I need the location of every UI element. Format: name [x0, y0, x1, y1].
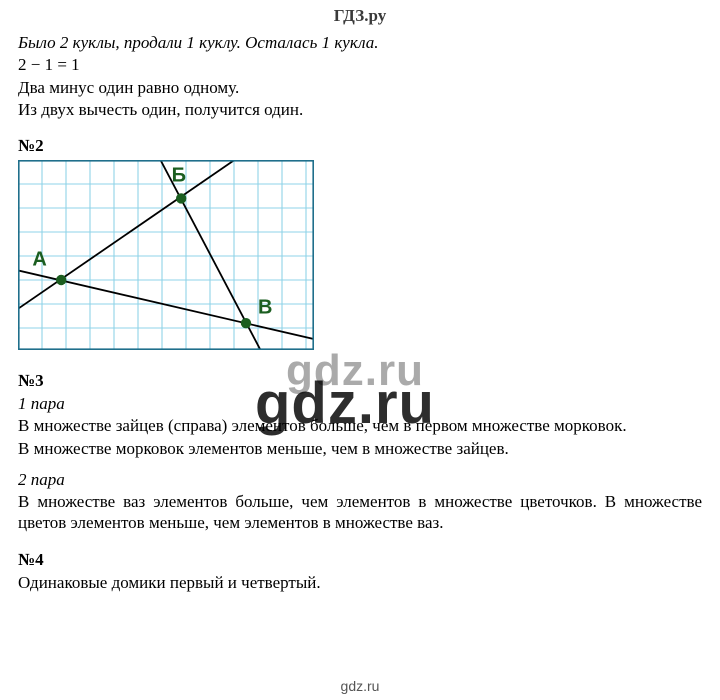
intro-line1: Было 2 куклы, продали 1 куклу. Осталась … [18, 32, 702, 53]
geometry-diagram: А Б В [18, 160, 314, 350]
pair1-label: 1 пара [18, 393, 702, 414]
section2-head: №2 [18, 136, 702, 156]
intro-line3: Два минус один равно одному. [18, 77, 702, 98]
section3-head: №3 [18, 371, 702, 391]
pair1-text2: В множестве морковок элементов меньше, ч… [18, 438, 702, 459]
site-header: ГДЗ.ру [18, 6, 702, 26]
pair1-text1: В множестве зайцев (справа) элементов бо… [18, 415, 702, 436]
intro-eq: 2 − 1 = 1 [18, 54, 702, 75]
svg-text:В: В [258, 297, 272, 319]
footer: gdz.ru [0, 678, 720, 694]
svg-text:А: А [32, 249, 46, 271]
intro-line4: Из двух вычесть один, получится один. [18, 99, 702, 120]
pair2-label: 2 пара [18, 469, 702, 490]
section4-head: №4 [18, 550, 702, 570]
section2-diagram: А Б В [18, 160, 702, 355]
svg-text:Б: Б [172, 165, 186, 187]
section4-text: Одинаковые домики первый и четвертый. [18, 572, 702, 593]
pair2-text1: В множестве ваз элементов больше, чем эл… [18, 491, 702, 534]
